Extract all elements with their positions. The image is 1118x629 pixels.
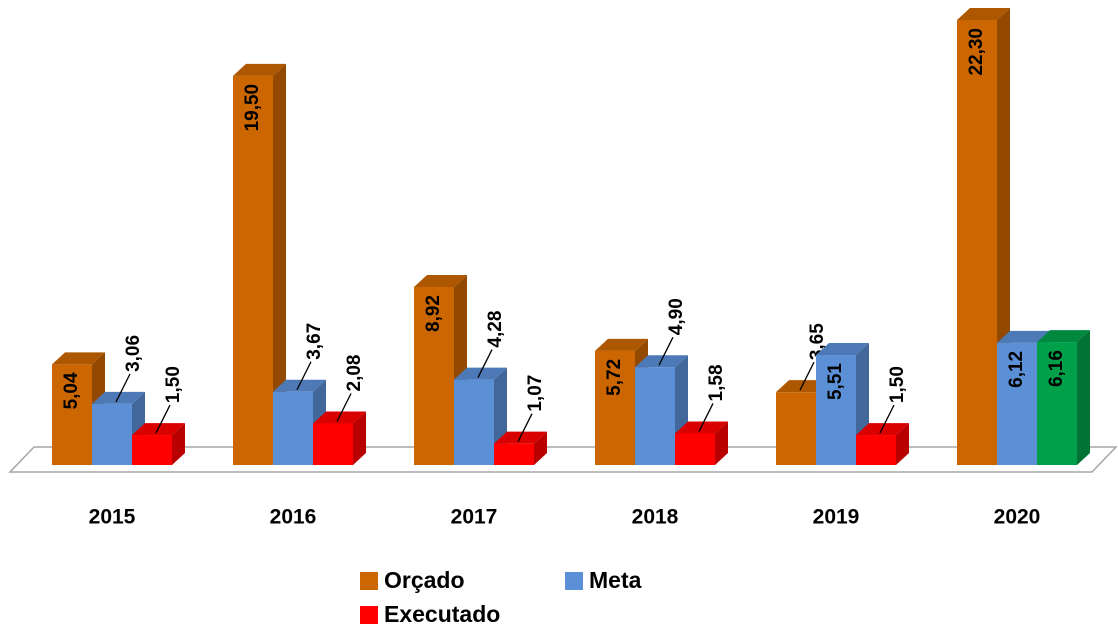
- bar-top: [595, 338, 648, 351]
- value-label: 5,51: [825, 363, 846, 400]
- bar-side: [715, 421, 728, 465]
- bar-front: [454, 379, 494, 465]
- bar-top: [414, 275, 467, 287]
- x-tick-label: 2015: [89, 506, 136, 529]
- legend-swatch: [360, 572, 378, 590]
- leader-line: [155, 404, 171, 434]
- legend-swatch: [565, 572, 583, 590]
- bar-front: [997, 342, 1037, 465]
- bar: [675, 421, 728, 465]
- value-label: 2,08: [344, 355, 365, 392]
- bar-front: [856, 435, 896, 465]
- bar-front: [52, 364, 92, 465]
- legend-label: Meta: [589, 567, 642, 593]
- value-label: 4,28: [485, 311, 506, 348]
- legend-label: Executado: [384, 601, 500, 627]
- leader-line: [296, 361, 312, 391]
- bar-side: [172, 423, 185, 465]
- value-label: 5,72: [604, 359, 625, 396]
- legend-label: Orçado: [384, 567, 465, 593]
- legend-swatch: [360, 606, 378, 624]
- value-label: 8,92: [423, 295, 444, 332]
- bar: [957, 8, 1010, 465]
- bar-top: [957, 8, 1010, 20]
- x-tick-label: 2018: [632, 506, 679, 529]
- leader-line: [799, 361, 815, 391]
- bar-side: [353, 411, 366, 465]
- bar-front: [776, 392, 816, 465]
- leader-line: [477, 349, 493, 378]
- value-label: 6,16: [1046, 350, 1067, 387]
- bar-front: [595, 350, 635, 465]
- bar-top: [233, 63, 286, 76]
- value-label: 1,50: [163, 366, 184, 403]
- bar-front: [957, 20, 997, 465]
- bar-top: [1037, 330, 1090, 343]
- bar-front: [816, 355, 856, 465]
- bar-front: [132, 435, 172, 465]
- bar-front: [233, 75, 273, 465]
- bar: [132, 423, 185, 465]
- bar-front: [313, 423, 353, 465]
- leader-line: [336, 393, 352, 422]
- value-label: 3,06: [123, 335, 144, 372]
- bar-top: [816, 343, 869, 356]
- bar: [313, 411, 366, 465]
- bar-side: [1077, 330, 1090, 465]
- bar-front: [1037, 342, 1077, 465]
- x-tick-label: 2019: [813, 506, 860, 529]
- x-tick-label: 2016: [270, 506, 317, 529]
- leader-line: [658, 336, 674, 366]
- bar: [1037, 330, 1090, 465]
- bar-front: [92, 403, 132, 465]
- leader-line: [517, 413, 533, 442]
- value-label: 19,50: [242, 84, 263, 132]
- value-label: 1,50: [887, 366, 908, 403]
- leader-line: [115, 373, 131, 403]
- value-label: 22,30: [966, 28, 987, 76]
- bar-front: [273, 391, 313, 465]
- bar-top: [52, 352, 105, 365]
- value-label: 4,90: [666, 298, 687, 335]
- bar-front: [414, 287, 454, 465]
- x-tick-label: 2017: [451, 506, 498, 529]
- bar-front: [675, 433, 715, 465]
- bar-side: [896, 423, 909, 465]
- bar-front: [494, 443, 534, 465]
- leader-line: [698, 403, 714, 432]
- value-label: 1,07: [525, 375, 546, 412]
- x-tick-label: 2020: [994, 506, 1041, 529]
- leader-line: [879, 404, 895, 434]
- value-label: 3,67: [304, 323, 325, 360]
- bar-side: [273, 63, 286, 465]
- value-label: 6,12: [1006, 351, 1027, 388]
- value-label: 1,58: [706, 364, 727, 401]
- bar: [635, 355, 688, 465]
- bar-side: [534, 431, 547, 465]
- bar-top: [997, 330, 1050, 343]
- value-label: 5,04: [61, 372, 82, 409]
- bar: [233, 63, 286, 465]
- bar-front: [635, 367, 675, 465]
